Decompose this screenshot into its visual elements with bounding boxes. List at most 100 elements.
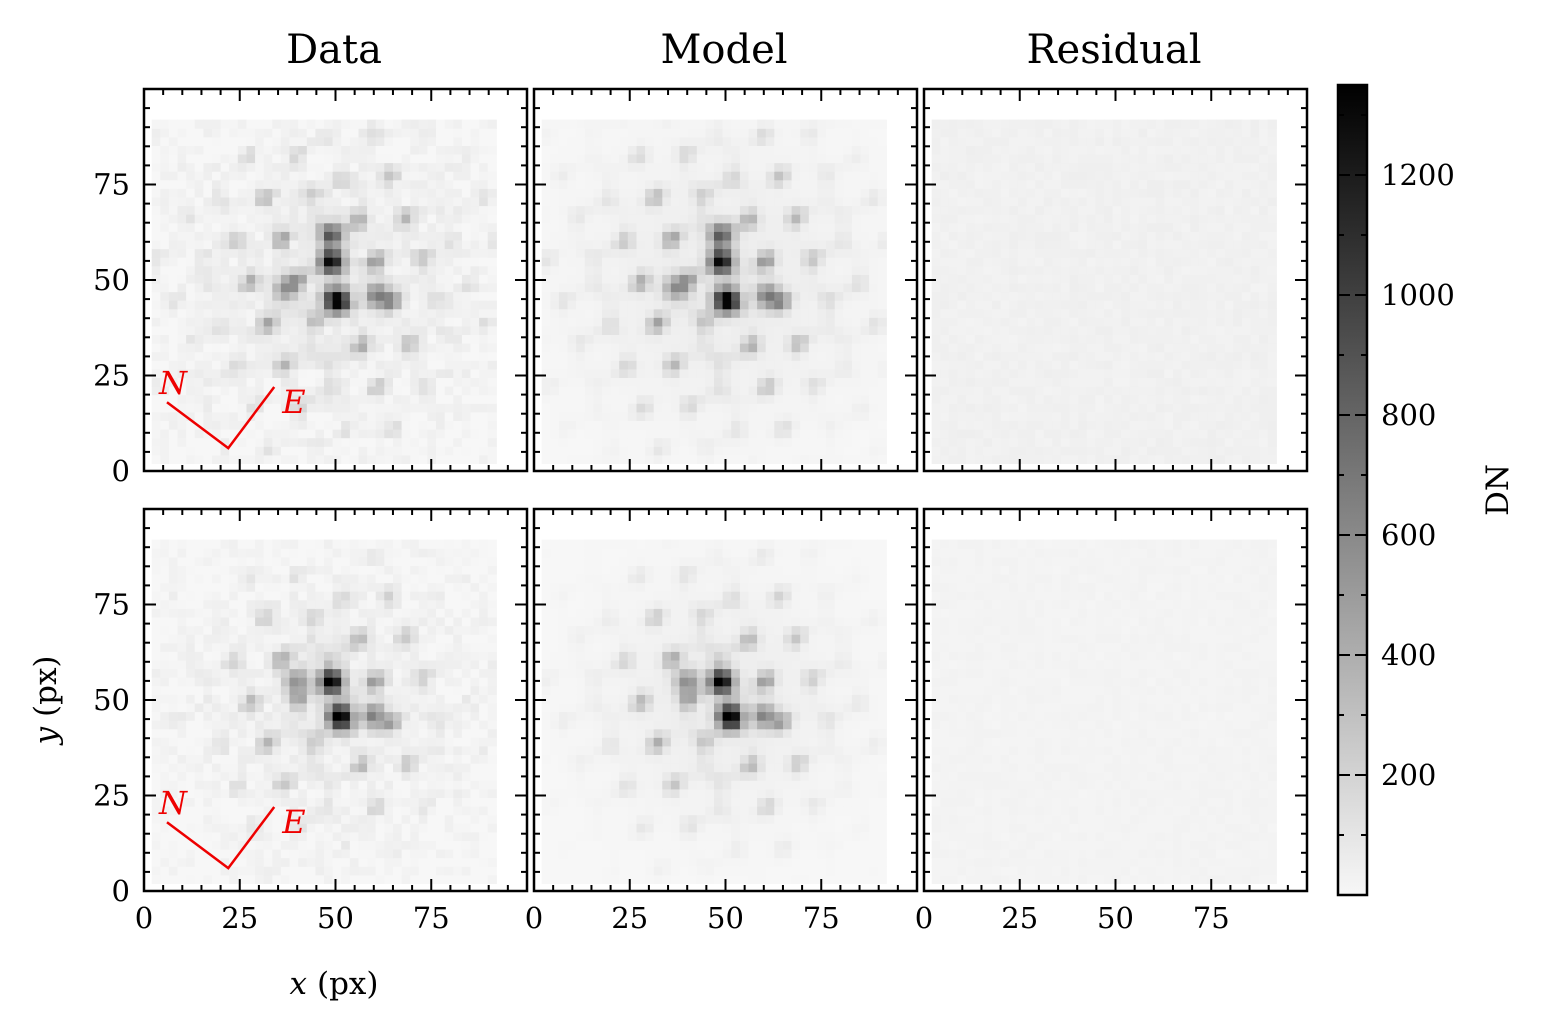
image-pixel [194,282,204,293]
image-pixel [349,265,360,275]
image-pixel [983,411,993,421]
image-pixel [843,222,853,232]
image-pixel [1095,454,1105,464]
image-pixel [229,343,239,353]
image-pixel [774,205,784,215]
image-pixel [931,188,941,198]
image-pixel [800,343,810,353]
image-pixel [1250,351,1260,361]
image-pixel [168,265,179,275]
image-pixel [315,128,325,138]
image-pixel [931,429,941,439]
image-pixel [263,454,273,464]
image-pixel [1216,231,1226,241]
image-pixel [550,368,560,378]
image-pixel [237,128,247,138]
image-pixel [410,420,420,430]
image-pixel [1009,377,1019,387]
image-pixel [427,274,437,284]
image-pixel [1129,145,1140,155]
image-pixel [237,162,247,172]
image-pixel [306,386,316,396]
image-pixel [298,454,308,464]
image-pixel [957,317,967,327]
image-pixel [1267,274,1277,284]
image-pixel [1000,265,1010,275]
image-pixel [1267,403,1277,413]
image-pixel [1224,343,1234,353]
image-pixel [1078,214,1088,224]
image-pixel [826,317,836,327]
image-pixel [705,248,715,258]
image-pixel [470,231,480,241]
image-pixel [992,368,1002,378]
image-pixel [765,343,775,353]
image-pixel [834,214,844,224]
image-pixel [1009,282,1019,293]
image-pixel [992,437,1002,447]
image-pixel [1181,420,1191,430]
image-pixel [1078,222,1088,232]
image-pixel [1241,128,1252,138]
image-pixel [358,136,368,146]
image-pixel [186,377,196,387]
image-pixel [1198,403,1208,413]
image-pixel [367,454,377,464]
image-pixel [931,360,941,370]
image-pixel [341,196,351,207]
image-pixel [550,274,560,284]
image-pixel [670,136,681,146]
image-pixel [1233,274,1243,284]
image-pixel [576,274,586,284]
image-pixel [1198,274,1208,284]
image-pixel [1173,205,1183,215]
image-pixel [160,282,170,293]
image-pixel [765,291,775,301]
image-pixel [966,282,976,293]
image-pixel [358,282,368,293]
image-pixel [593,360,603,370]
image-pixel [966,205,976,215]
image-pixel [877,308,887,318]
image-pixel [212,231,222,241]
image-pixel [1259,136,1269,146]
image-pixel [1129,325,1140,335]
image-pixel [1198,377,1208,387]
image-pixel [748,386,758,396]
image-pixel [289,317,299,327]
image-pixel [1078,411,1088,421]
image-pixel [739,153,750,164]
image-pixel [280,334,291,344]
image-pixel [393,394,403,404]
image-pixel [1112,231,1122,241]
image-pixel [375,334,385,344]
image-pixel [722,308,732,318]
image-pixel [627,360,637,370]
image-pixel [679,205,689,215]
image-pixel [479,136,489,146]
image-pixel [1121,179,1131,189]
image-pixel [203,454,213,464]
image-pixel [851,239,862,250]
image-pixel [436,343,446,353]
image-pixel [1190,179,1200,189]
image-pixel [418,179,428,189]
image-pixel [757,214,767,224]
image-pixel [851,145,862,155]
image-pixel [1233,179,1243,189]
image-pixel [168,377,179,387]
image-pixel [791,257,801,267]
image-pixel [731,274,741,284]
image-pixel [714,420,724,430]
image-pixel [1121,257,1131,267]
image-pixel [834,248,844,258]
image-pixel [487,317,497,327]
image-pixel [1095,291,1105,301]
image-pixel [627,231,637,241]
image-pixel [983,153,993,164]
image-pixel [602,308,612,318]
image-pixel [212,162,222,172]
image-pixel [826,265,836,275]
image-pixel [315,136,325,146]
image-pixel [679,300,689,310]
